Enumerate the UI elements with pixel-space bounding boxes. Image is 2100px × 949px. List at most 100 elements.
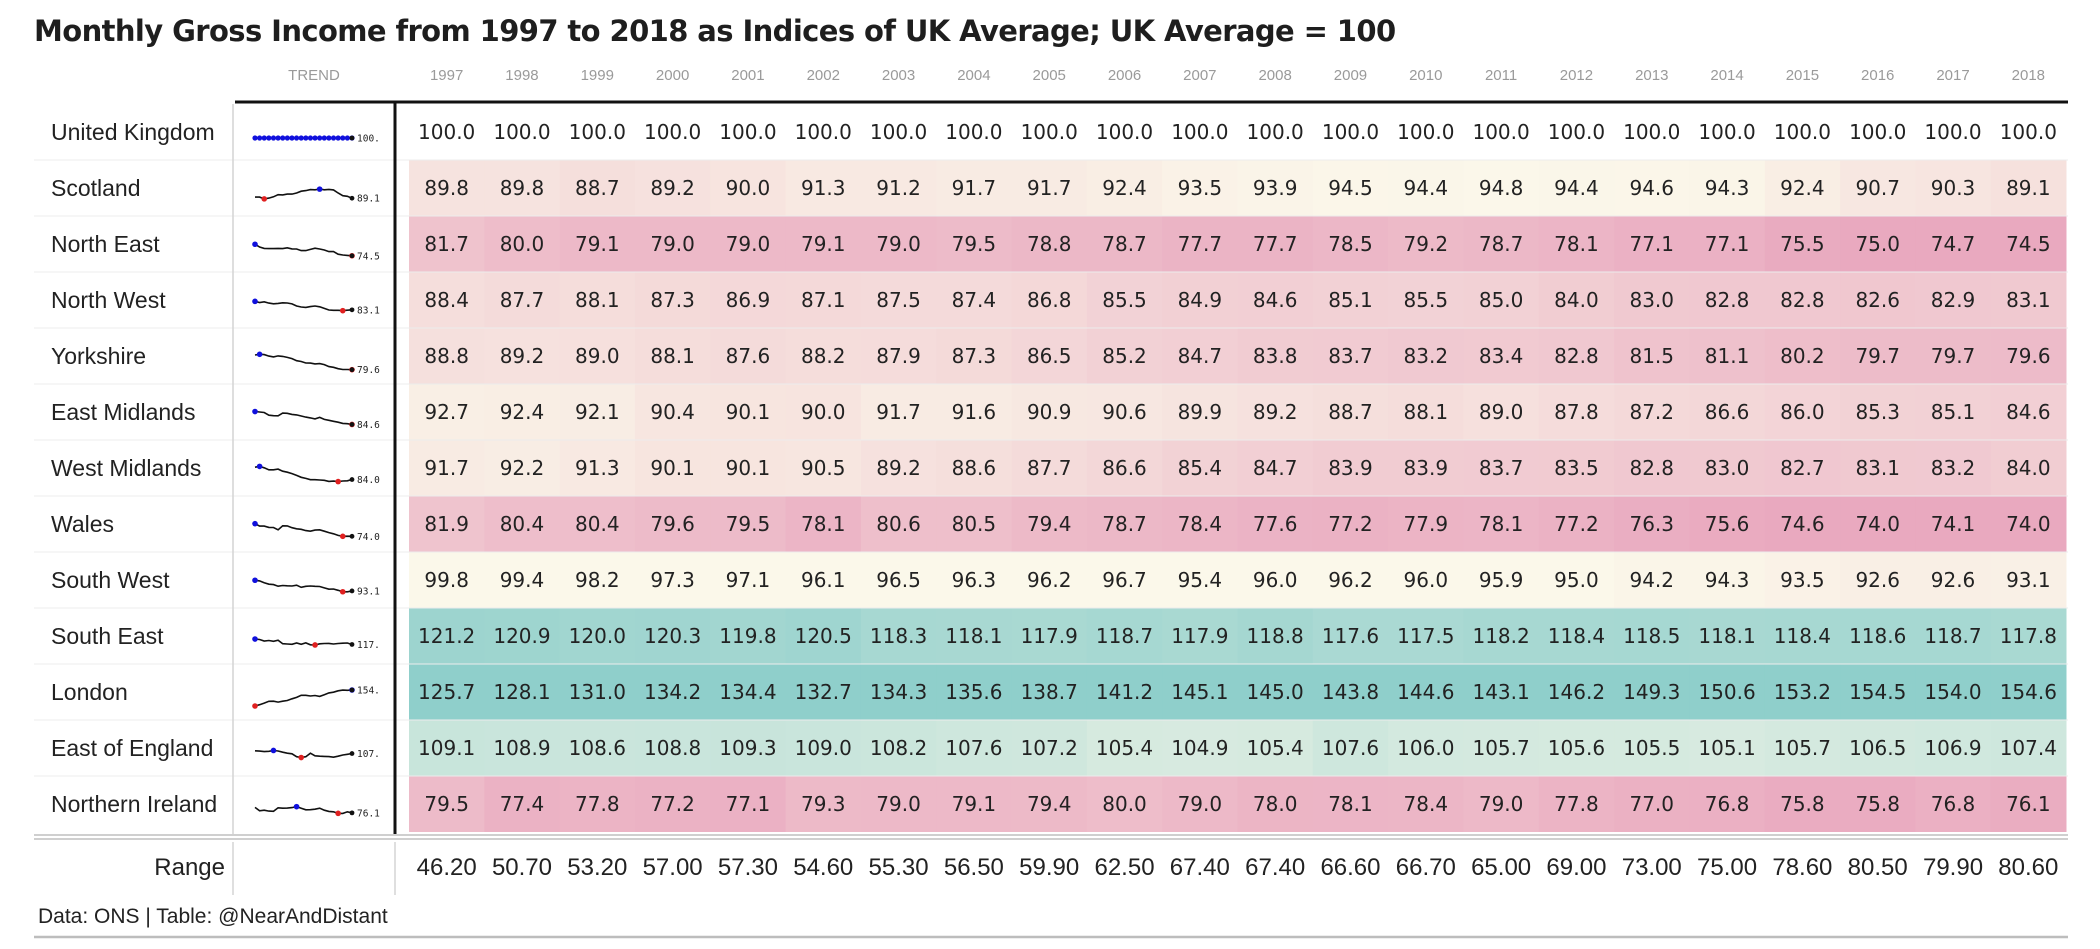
sparkline-point xyxy=(326,135,332,141)
cell-fill xyxy=(1840,496,1916,552)
cell-fill xyxy=(1614,328,1690,384)
sparkline-end-label: 84.6 xyxy=(357,420,380,431)
cell-fill xyxy=(1990,384,2067,440)
cell-fill xyxy=(1086,384,1163,440)
table-cell: 80.4 xyxy=(575,512,620,536)
table-cell: 86.0 xyxy=(1780,400,1825,424)
table-cell: 78.4 xyxy=(1178,512,1223,536)
table-cell: 90.9 xyxy=(1027,400,1072,424)
cell-fill xyxy=(1614,608,1690,664)
cell-fill xyxy=(1614,440,1690,496)
cell-fill xyxy=(409,608,485,664)
table-cell: 77.8 xyxy=(1554,792,1599,816)
table-cell: 76.1 xyxy=(2006,792,2051,816)
table-cell: 154.5 xyxy=(1849,680,1906,704)
table-cell: 117.5 xyxy=(1397,624,1454,648)
cell-fill xyxy=(785,160,862,216)
cell-fill xyxy=(1840,776,1916,832)
table-cell: 83.4 xyxy=(1479,344,1524,368)
table-cell: 88.1 xyxy=(650,344,695,368)
cell-fill xyxy=(1463,440,1540,496)
table-row: Wales 81.9 80.4 80.4 79.6 79.5 78.1 80.6 80.5 79.… xyxy=(51,511,2051,543)
table-cell: 87.7 xyxy=(500,288,545,312)
table-cell: 83.5 xyxy=(1554,456,1599,480)
table-cell: 119.8 xyxy=(719,624,776,648)
cell-fill xyxy=(1388,776,1464,832)
sparkline-max-point xyxy=(256,351,263,358)
sparkline-min-point xyxy=(339,307,346,314)
sparkline-point xyxy=(298,135,304,141)
table-cell: 125.7 xyxy=(418,680,475,704)
table-cell: 89.1 xyxy=(2006,176,2051,200)
table-cell: 85.3 xyxy=(1855,400,1900,424)
table-cell: 96.1 xyxy=(801,568,846,592)
sparkline-max-point xyxy=(316,186,323,192)
cell-fill xyxy=(1840,272,1916,328)
table-cell: 78.0 xyxy=(1253,792,1298,816)
table-cell: 80.0 xyxy=(500,232,545,256)
table-cell: 79.1 xyxy=(801,232,846,256)
table-cell: 99.8 xyxy=(424,568,469,592)
cell-fill xyxy=(1990,776,2067,832)
table-cell: 81.9 xyxy=(424,512,469,536)
table-cell: 78.1 xyxy=(1479,512,1524,536)
row-label: Wales xyxy=(51,511,114,537)
range-cell: 50.70 xyxy=(492,854,552,881)
sparkline-end-point xyxy=(349,810,355,816)
table-cell: 77.0 xyxy=(1629,792,1674,816)
cell-fill xyxy=(1463,384,1540,440)
cell-fill xyxy=(710,384,787,440)
cell-fill xyxy=(1237,552,1314,608)
cell-fill xyxy=(1388,664,1464,720)
table-cell: 83.2 xyxy=(1931,456,1976,480)
table-cell: 79.0 xyxy=(876,792,921,816)
cell-fill xyxy=(1011,272,1088,328)
cell-fill xyxy=(1614,272,1690,328)
table-cell: 118.1 xyxy=(1698,624,1755,648)
table-cell: 118.5 xyxy=(1623,624,1680,648)
cell-fill xyxy=(1162,272,1238,328)
table-cell: 91.7 xyxy=(424,456,469,480)
sparkline-end-point xyxy=(349,422,355,427)
cell-fill xyxy=(1915,496,1992,552)
table-cell: 106.9 xyxy=(1924,736,1981,760)
sparkline-end-point xyxy=(349,307,355,313)
cell-fill xyxy=(710,720,787,776)
table-cell: 80.5 xyxy=(952,512,997,536)
trend-sparkline: 76.1 xyxy=(254,803,380,819)
table-cell: 100.0 xyxy=(1548,120,1605,144)
cell-fill xyxy=(1614,216,1690,272)
table-cell: 77.1 xyxy=(1705,232,1750,256)
year-header-1997: 1997 xyxy=(430,67,463,84)
table-cell: 89.8 xyxy=(424,176,469,200)
cell-fill xyxy=(1840,384,1916,440)
year-header-2006: 2006 xyxy=(1108,67,1141,84)
sparkline-max-point xyxy=(252,241,258,248)
cell-fill xyxy=(710,272,787,328)
cell-fill xyxy=(1312,160,1389,216)
table-cell: 85.5 xyxy=(1404,288,1449,312)
row-label: London xyxy=(51,679,128,705)
cell-fill xyxy=(1689,496,1766,552)
column-headers: TREND 1997 1998 1999 2000 2001 2002 2003 2004 200… xyxy=(288,67,2045,84)
cell-fill xyxy=(860,384,937,440)
cell-fill xyxy=(1764,552,1841,608)
table-cell: 94.3 xyxy=(1705,568,1750,592)
sparkline-end-label: 154. xyxy=(357,686,380,697)
table-cell: 89.2 xyxy=(1253,400,1298,424)
cell-fill xyxy=(1614,160,1690,216)
table-cell: 78.4 xyxy=(1404,792,1449,816)
sparkline-point xyxy=(330,135,337,141)
table-cell: 100.0 xyxy=(1171,120,1228,144)
trend-sparkline: 79.6 xyxy=(254,351,380,376)
cell-fill xyxy=(1162,552,1238,608)
table-cell: 90.6 xyxy=(1102,400,1147,424)
cell-fill xyxy=(860,272,937,328)
cell-fill xyxy=(559,160,636,216)
cell-fill xyxy=(1388,328,1464,384)
sparkline-end-point xyxy=(349,135,355,141)
table-cell: 95.0 xyxy=(1554,568,1599,592)
table-cell: 105.7 xyxy=(1774,736,1831,760)
table-cell: 78.8 xyxy=(1027,232,1072,256)
